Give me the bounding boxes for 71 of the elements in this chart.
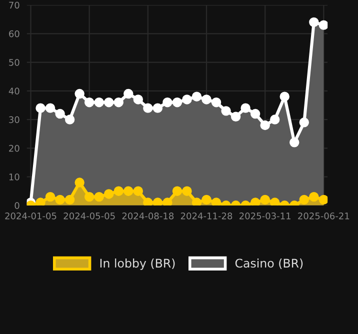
point [182, 186, 192, 196]
point [36, 103, 46, 113]
point [143, 198, 153, 206]
point [55, 194, 65, 205]
point [299, 194, 309, 205]
point [104, 97, 114, 108]
point [162, 198, 172, 206]
point [270, 198, 280, 206]
y-tick-label: 70 [9, 2, 20, 9]
point [230, 112, 241, 122]
point [202, 194, 212, 205]
point [192, 92, 202, 102]
y-tick-label: 40 [8, 88, 20, 94]
legend-label: In lobby (BR) [100, 258, 175, 270]
y-tick-label: 60 [9, 30, 20, 38]
y-tick-label: 0 [14, 202, 20, 209]
point [94, 192, 104, 202]
point [309, 17, 319, 28]
point [114, 186, 124, 196]
point [133, 94, 144, 104]
y-tick-label: 20 [9, 144, 20, 152]
point [270, 114, 280, 124]
point [318, 194, 328, 205]
y-tick-label: 30 [9, 116, 20, 124]
point [202, 94, 212, 104]
point [152, 198, 163, 206]
x-tick-label: 2025-03-11 [240, 212, 290, 220]
point [133, 186, 144, 196]
y-tick-label: 10 [9, 174, 20, 180]
x-tick-label: 2024-01-05 [5, 212, 56, 220]
point [172, 186, 182, 196]
point [84, 192, 94, 202]
point [240, 103, 250, 113]
point [104, 189, 114, 199]
point [309, 192, 319, 202]
point [64, 114, 75, 124]
legend-label: Casino (BR) [235, 258, 303, 270]
point [192, 198, 202, 206]
x-tick-label: 2024-11-28 [180, 212, 232, 220]
point [290, 138, 300, 148]
point [162, 97, 172, 108]
point [45, 103, 56, 113]
point [84, 97, 94, 108]
point [74, 178, 84, 188]
point [260, 120, 270, 130]
point [299, 118, 309, 128]
point [211, 97, 222, 108]
y-tick-label: 50 [9, 58, 20, 66]
x-tick-label: 2024-05-05 [64, 212, 115, 220]
point [152, 103, 163, 113]
point [172, 97, 182, 108]
point [124, 186, 134, 196]
point [221, 106, 231, 116]
point [45, 192, 56, 202]
point [94, 97, 104, 108]
point [182, 94, 192, 104]
point [64, 194, 75, 205]
x-tick-label: 2024-08-18 [122, 212, 174, 220]
point [36, 198, 46, 206]
point [55, 108, 65, 119]
point [124, 88, 134, 99]
point [318, 20, 328, 30]
point [260, 194, 270, 205]
point [143, 103, 153, 113]
point [211, 198, 222, 206]
point [250, 198, 260, 206]
point [280, 92, 290, 102]
x-tick-label: 2025-06-21 [298, 212, 350, 220]
point [250, 108, 260, 119]
point [74, 88, 84, 99]
point [114, 97, 124, 108]
